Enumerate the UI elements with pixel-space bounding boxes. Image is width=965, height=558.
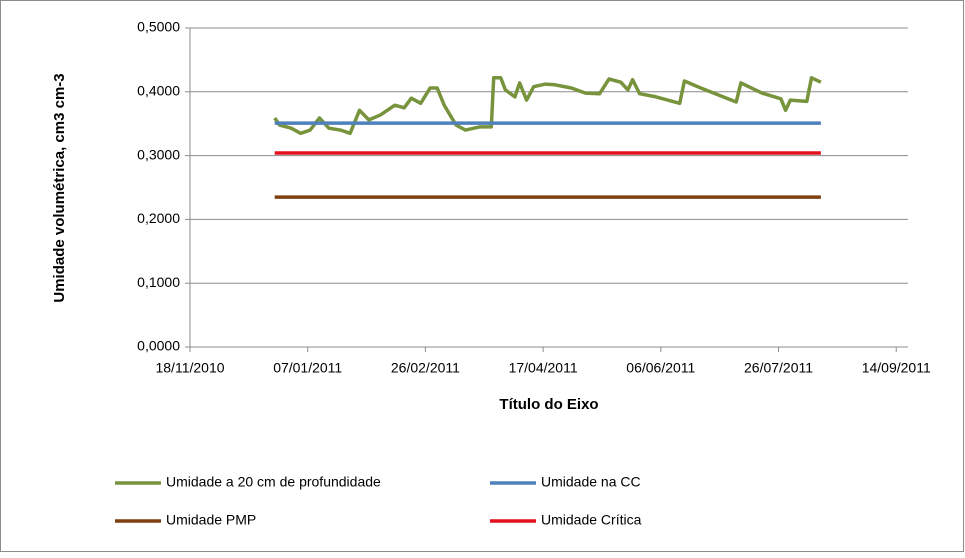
y-tick-label: 0,5000 [137, 19, 180, 35]
x-tick-label: 26/07/2011 [744, 360, 813, 376]
legend-label: Umidade PMP [166, 512, 256, 528]
x-tick-label: 06/06/2011 [626, 360, 695, 376]
legend-label: Umidade Crítica [541, 512, 642, 528]
legend-label: Umidade a 20 cm de profundidade [166, 474, 381, 490]
x-tick-label: 07/01/2011 [273, 360, 342, 376]
y-tick-label: 0,4000 [137, 83, 180, 99]
y-tick-label: 0,0000 [137, 338, 180, 354]
y-tick-label: 0,1000 [137, 274, 180, 290]
legend-label: Umidade na CC [541, 474, 641, 490]
x-tick-label: 14/09/2011 [862, 360, 931, 376]
y-tick-label: 0,2000 [137, 210, 180, 226]
x-tick-label: 26/02/2011 [391, 360, 460, 376]
x-axis-title: Título do Eixo [499, 396, 598, 413]
y-axis-title: Umidade volumétrica, cm3 cm-3 [51, 73, 68, 302]
x-tick-label: 17/04/2011 [509, 360, 578, 376]
x-tick-label: 18/11/2010 [155, 360, 224, 376]
y-tick-label: 0,3000 [137, 146, 180, 162]
series-line [273, 76, 822, 136]
